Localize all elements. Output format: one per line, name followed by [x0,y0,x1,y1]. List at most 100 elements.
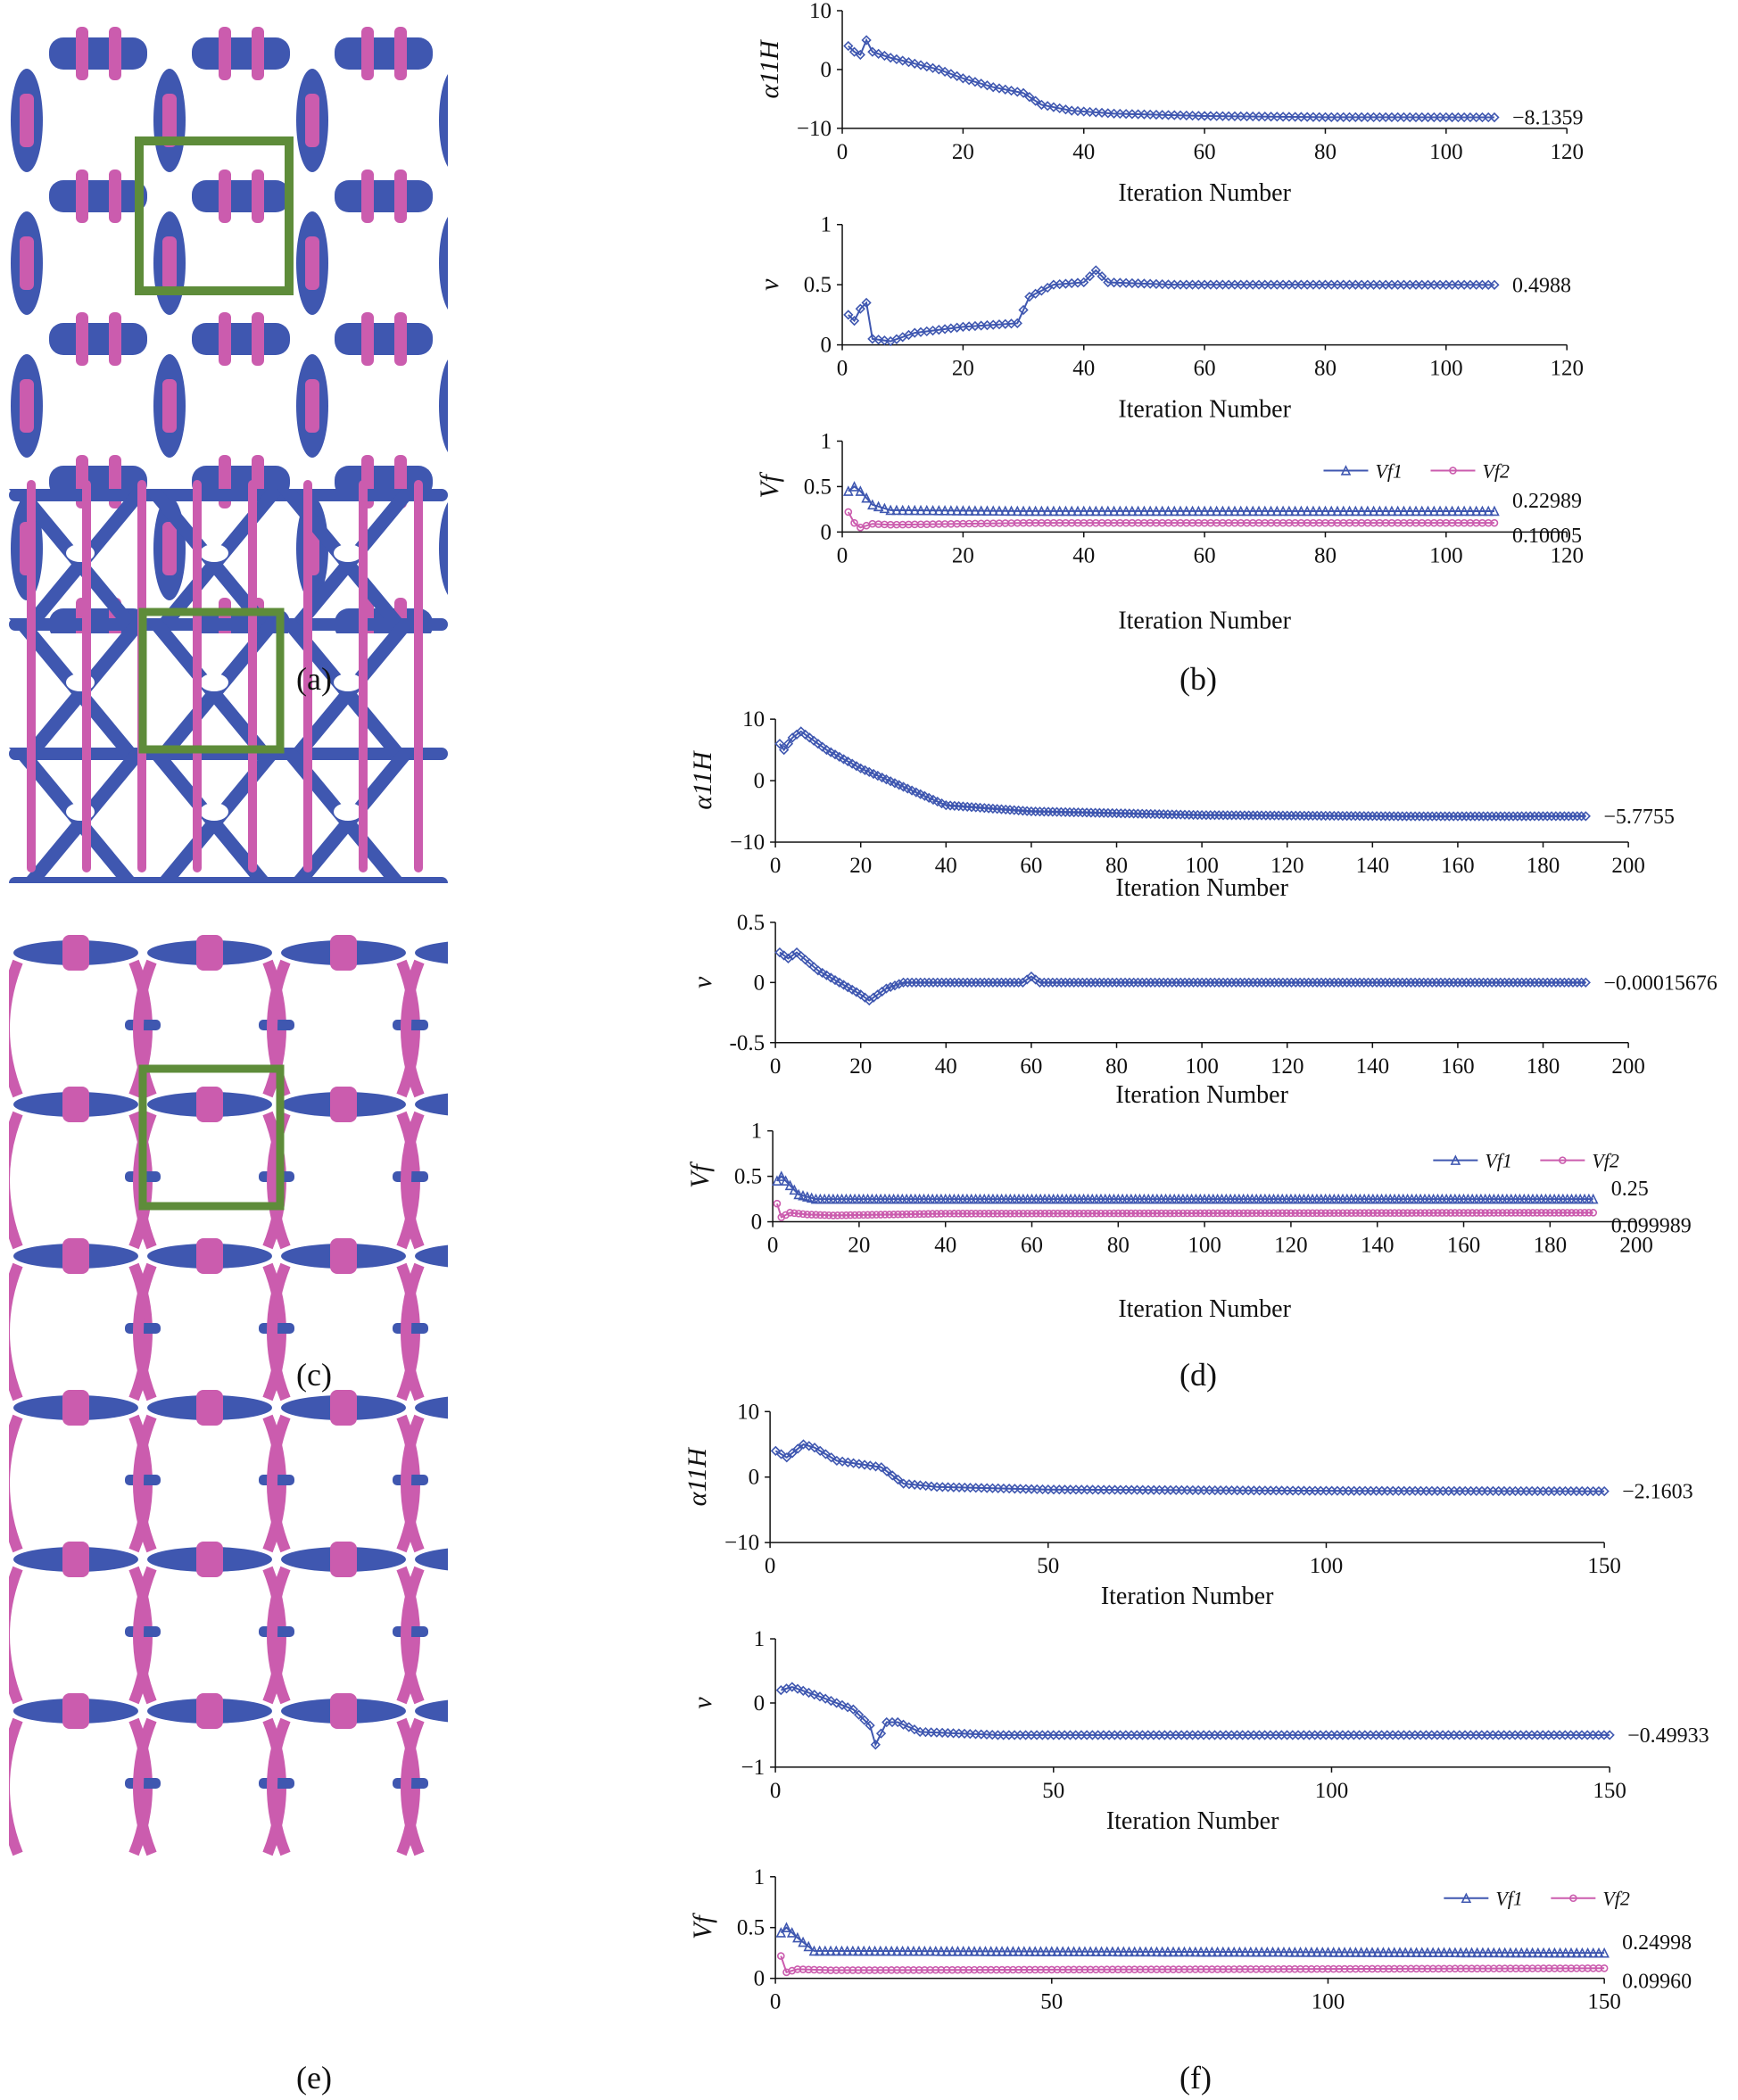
data-point [777,1952,785,1960]
lattice-magenta [196,1542,223,1577]
data-point [855,1211,864,1219]
lattice-arch [415,1548,448,1571]
data-point [1179,1209,1188,1218]
x-tick-label: 160 [1441,1054,1475,1079]
lattice-arch [415,1699,448,1723]
data-point [1122,1209,1131,1218]
data-point [1384,811,1395,822]
data-point [927,504,939,516]
data-point [927,62,939,73]
data-point [1600,1964,1609,1972]
data-point [954,1210,963,1218]
data-point [1483,1947,1494,1958]
data-point [976,1210,984,1218]
data-point [1494,1947,1505,1958]
data-point [1103,505,1113,517]
data-point [1303,810,1314,821]
data-point [1205,810,1216,821]
data-point [821,1966,830,1974]
data-point [1209,977,1221,988]
data-point [1018,87,1029,98]
data-point [1054,1209,1062,1218]
data-point [1320,505,1331,517]
data-point [784,1179,796,1191]
data-point [1196,977,1207,988]
data-point [1042,505,1053,517]
data-point [1269,810,1280,821]
data-point [1516,1947,1527,1958]
x-tick-label: 120 [1270,854,1304,878]
lattice-magenta [394,27,407,80]
data-point [1328,977,1339,988]
data-point [951,70,963,81]
data-point [1431,977,1442,988]
data-point [1442,1209,1451,1217]
data-point [1384,977,1395,988]
data-point [1436,977,1446,988]
data-point [865,1460,875,1471]
data-point [1158,977,1169,988]
data-point [1201,1946,1212,1957]
data-point [1505,1947,1516,1958]
data-point [1173,1946,1185,1957]
data-point [1533,1209,1542,1217]
end-value-label: 0.09960 [1622,1970,1692,1993]
x-axis-label: Iteration Number [1118,179,1291,207]
data-point [1568,1209,1576,1217]
end-value-label: 0.4988 [1512,274,1571,297]
data-point [1006,1209,1014,1218]
data-point [909,58,920,69]
data-point [808,735,819,746]
lattice-magenta [361,169,374,223]
data-point [782,739,794,749]
data-point [963,1210,972,1218]
data-point [1542,1209,1550,1217]
data-point [1274,1209,1282,1218]
data-point [906,977,917,988]
data-point [1205,977,1216,988]
x-tick-label: 20 [848,1234,870,1258]
data-point [1551,977,1561,988]
data-point [1448,977,1459,988]
y-axis-label: ν [755,278,784,291]
data-point [1072,105,1083,117]
data-point [1431,811,1442,822]
data-point [786,1927,798,1938]
data-point [1081,977,1092,988]
data-point [1516,977,1527,988]
data-point [807,1211,815,1219]
data-point [851,761,862,772]
data-point [926,1965,934,1974]
data-point [1468,1209,1477,1217]
data-point [1483,505,1494,517]
data-point [1333,977,1344,988]
data-point [1525,977,1535,988]
data-point [802,1191,813,1202]
panel-label-d: (d) [1179,1357,1217,1393]
legend-label: Vf2 [1602,1888,1630,1910]
data-point [1060,104,1072,115]
data-point [1135,1946,1146,1957]
lattice-magenta [394,312,407,366]
series-line [843,265,1500,347]
data-point [1517,1964,1526,1972]
data-point [1390,1964,1399,1973]
x-tick-label: 50 [1037,1554,1059,1578]
data-point [1252,1965,1261,1973]
data-point [984,1210,993,1218]
data-point [1580,1209,1589,1217]
data-point [902,1210,911,1219]
lattice-magenta [62,1390,89,1426]
x-axis-label: Iteration Number [1106,1807,1279,1835]
data-point [1218,977,1229,988]
data-point [941,1210,950,1218]
data-point [820,1945,831,1956]
data-point [1560,1947,1571,1958]
data-point [873,500,884,512]
data-point [1362,811,1374,822]
data-point [1482,977,1494,988]
data-point [920,1210,928,1219]
lattice-arch [415,1396,448,1419]
data-point [988,977,998,988]
